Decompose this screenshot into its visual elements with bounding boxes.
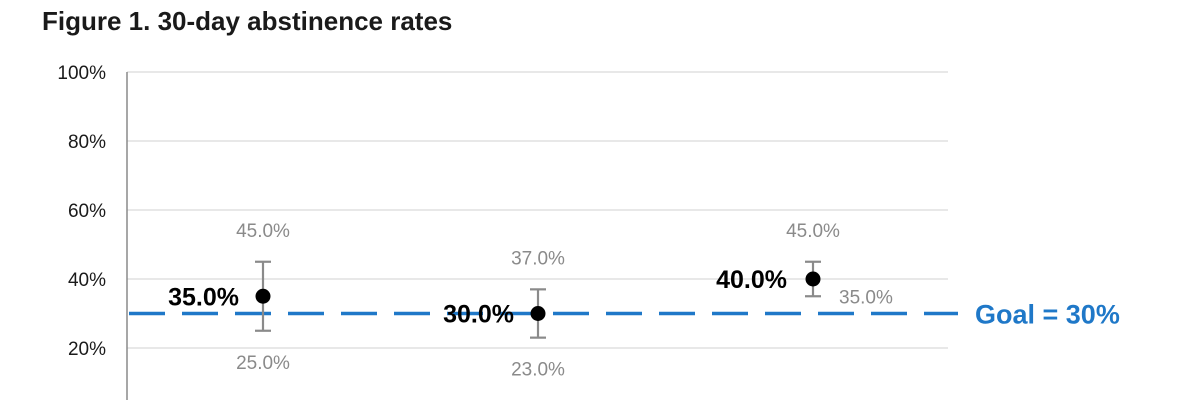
y-tick-label: 40%	[68, 270, 106, 291]
y-tick-label: 20%	[68, 339, 106, 360]
y-tick-label: 60%	[68, 201, 106, 222]
data-point-group: 30.0% 37.0% 23.0%	[443, 248, 565, 380]
y-tick-label: 80%	[68, 132, 106, 153]
y-tick-labels: 100% 80% 60% 40% 20%	[57, 63, 106, 360]
lower-ci-label: 23.0%	[511, 360, 565, 381]
data-points: 35.0% 45.0% 25.0% 30.0% 37.0% 23.0% 40.0% 45.0%…	[168, 221, 893, 381]
chart-title: Figure 1. 30-day abstinence rates	[42, 6, 452, 36]
lower-ci-label: 25.0%	[236, 353, 290, 374]
upper-ci-label: 37.0%	[511, 248, 565, 269]
data-point-group: 35.0% 45.0% 25.0%	[168, 221, 290, 374]
data-point	[255, 288, 271, 304]
point-value-label: 40.0%	[716, 266, 787, 294]
y-tick-label: 100%	[57, 63, 106, 84]
data-point	[530, 306, 546, 321]
goal-label: Goal = 30%	[975, 300, 1120, 330]
data-point	[805, 271, 821, 287]
point-value-label: 35.0%	[168, 283, 239, 311]
data-point-group: 40.0% 45.0% 35.0%	[716, 221, 893, 309]
point-value-label: 30.0%	[443, 301, 514, 329]
upper-ci-label: 45.0%	[786, 221, 840, 242]
lower-ci-label: 35.0%	[839, 287, 893, 308]
upper-ci-label: 45.0%	[236, 221, 290, 242]
